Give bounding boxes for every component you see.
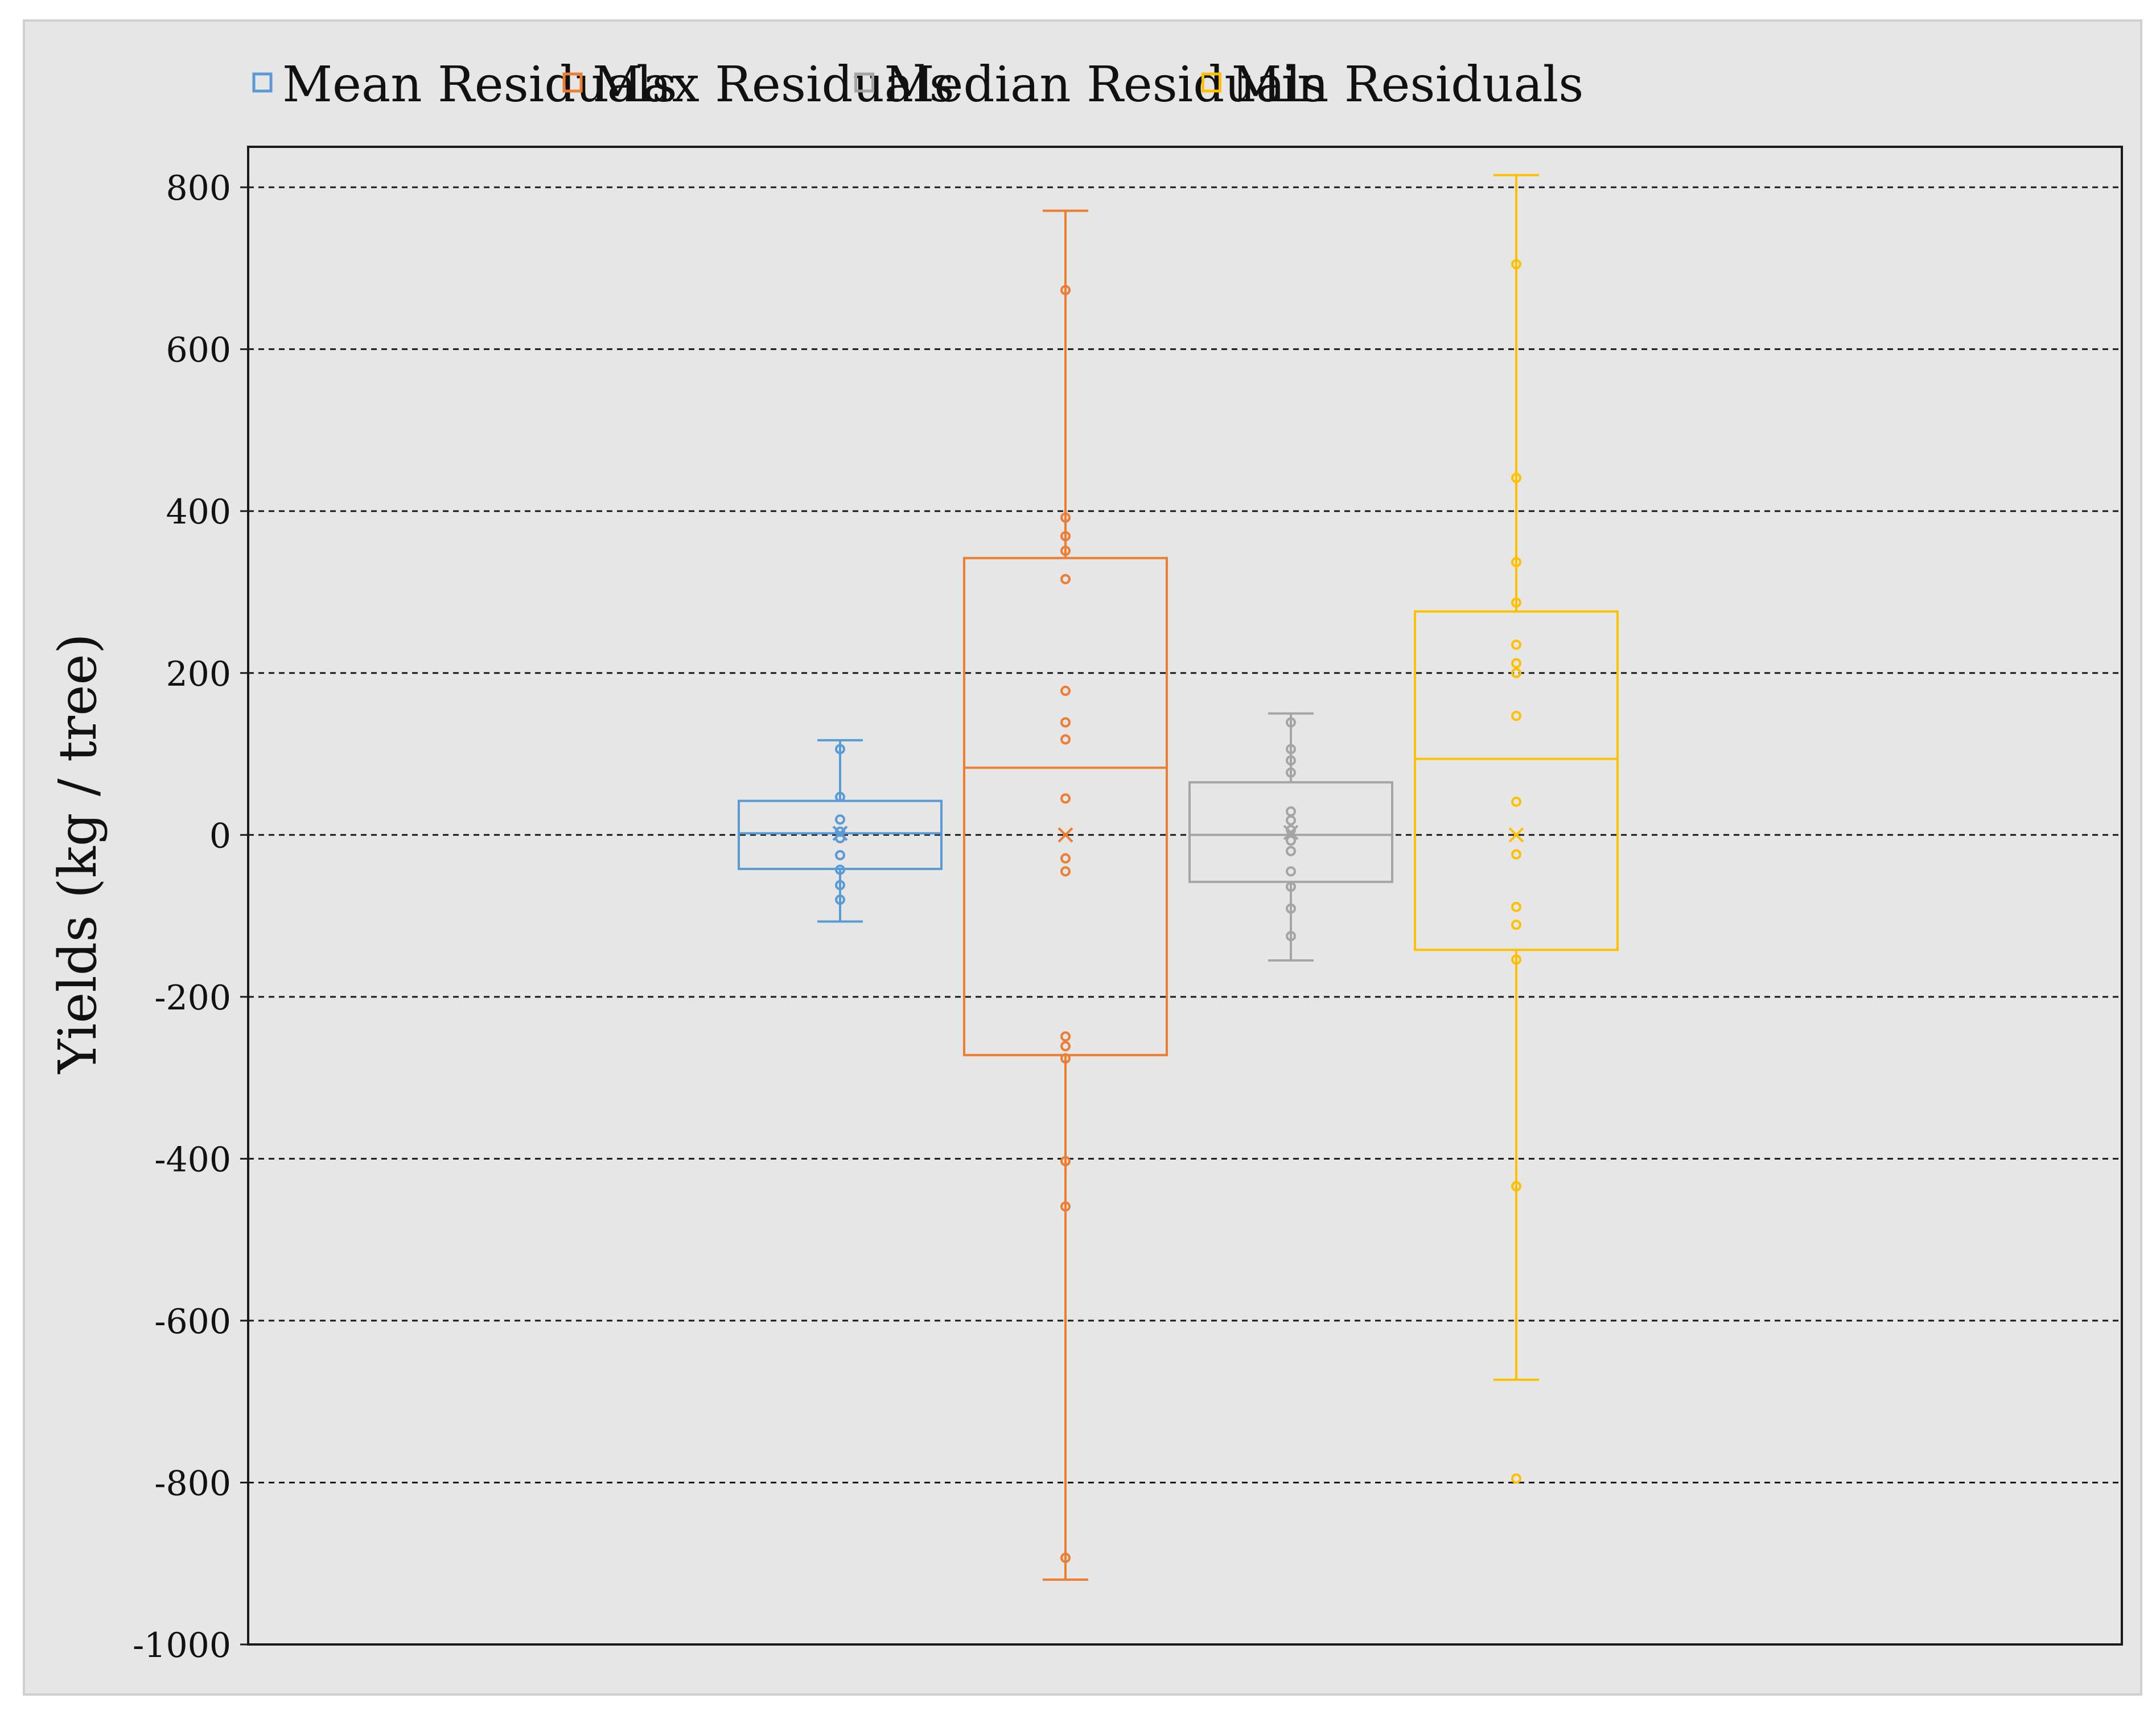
y-axis-label: Yields (kg / tree) <box>47 633 108 1075</box>
data-point <box>1511 796 1521 807</box>
data-point <box>835 792 845 802</box>
data-point <box>1060 717 1071 728</box>
data-point <box>1511 711 1521 722</box>
legend-swatch <box>1202 72 1221 93</box>
box-median-residuals <box>1188 712 1393 962</box>
data-point <box>1060 734 1071 745</box>
y-tick-label: 600 <box>166 331 231 370</box>
data-point <box>1286 866 1296 877</box>
data-point <box>1511 954 1521 965</box>
data-point <box>1060 1053 1071 1063</box>
data-point <box>1060 853 1071 864</box>
mean-marker <box>1508 827 1524 843</box>
y-tick-label: 0 <box>209 816 231 856</box>
data-point <box>1286 903 1296 914</box>
data-point <box>1511 556 1521 567</box>
legend-label: Max Residuals <box>593 56 954 113</box>
data-point <box>835 826 845 837</box>
data-point <box>835 894 845 905</box>
data-point <box>1511 658 1521 669</box>
mean-marker <box>1283 825 1299 840</box>
data-point <box>1286 815 1296 826</box>
y-tick-label: 400 <box>166 492 231 532</box>
legend-swatch <box>854 72 874 93</box>
data-point <box>835 744 845 755</box>
legend-label: Min Residuals <box>1232 56 1584 113</box>
data-point <box>1060 866 1071 877</box>
data-point <box>1511 849 1521 860</box>
data-point <box>1286 717 1296 728</box>
data-point <box>1060 793 1071 804</box>
y-tick-label: 200 <box>166 654 231 694</box>
data-point <box>1286 767 1296 778</box>
y-tick-label: -400 <box>154 1140 231 1180</box>
data-point <box>1286 846 1296 856</box>
data-point <box>835 864 845 875</box>
legend-label: Median Residuals <box>884 56 1326 113</box>
y-tick-label: 800 <box>166 168 231 208</box>
data-point <box>1511 259 1521 270</box>
y-tick-label: -200 <box>154 978 231 1018</box>
box-mean-residuals <box>738 739 943 923</box>
data-point <box>1511 639 1521 650</box>
box-iqr <box>1414 610 1619 951</box>
y-tick-label: -800 <box>154 1464 231 1503</box>
data-point <box>1511 901 1521 912</box>
legend-swatch <box>562 72 583 93</box>
mean-marker <box>832 826 848 841</box>
data-point <box>1060 1156 1071 1166</box>
data-point <box>835 880 845 891</box>
data-point <box>1060 285 1071 295</box>
box-series <box>738 174 1619 1581</box>
box-min-residuals <box>1414 174 1619 1484</box>
data-point <box>1060 574 1071 584</box>
data-point <box>1511 667 1521 678</box>
gridlines <box>248 186 2122 1483</box>
data-point <box>1060 1031 1071 1042</box>
data-point <box>1060 1041 1071 1052</box>
data-point <box>1286 835 1296 846</box>
data-point <box>1286 744 1296 755</box>
plot-area <box>247 146 2123 1646</box>
data-point <box>1511 472 1521 483</box>
data-point <box>835 850 845 860</box>
legend-swatch <box>252 72 273 93</box>
y-tick-label: -600 <box>154 1302 231 1342</box>
data-point <box>1286 755 1296 766</box>
data-point <box>1060 1201 1071 1212</box>
data-point <box>1060 686 1071 696</box>
data-point <box>1511 597 1521 608</box>
data-point <box>1060 545 1071 556</box>
data-point <box>1286 881 1296 892</box>
data-point <box>1511 1181 1521 1192</box>
legend-label: Mean Residuals <box>282 56 677 113</box>
y-axis-ticks: 800 600 400 200 0 -200 -400 -600 -800 -1000 <box>133 168 248 1666</box>
box-max-residuals <box>963 209 1168 1581</box>
data-point <box>1286 931 1296 942</box>
data-point <box>1060 512 1071 523</box>
data-point <box>1060 531 1071 542</box>
data-point <box>1511 1473 1521 1484</box>
data-point <box>1060 1552 1071 1563</box>
data-point <box>1511 920 1521 930</box>
mean-marker <box>1058 827 1073 843</box>
y-tick-label: -1000 <box>133 1626 231 1666</box>
data-point <box>835 814 845 825</box>
